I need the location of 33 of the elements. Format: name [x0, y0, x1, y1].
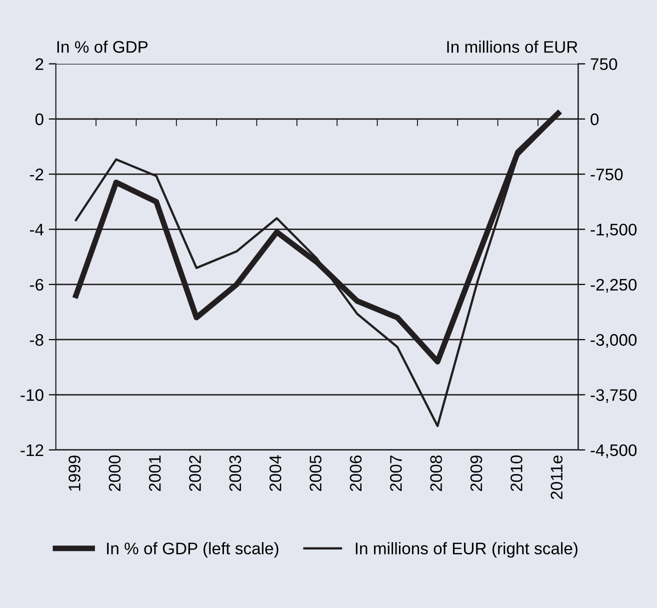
y-tick-label: -4 [30, 224, 44, 236]
legend-label: In millions of EUR (right scale) [356, 542, 578, 558]
y2-tick-label: -1,500 [590, 224, 637, 238]
x-tick-label: 2000 [108, 455, 121, 492]
x-tick-label: 2001 [148, 456, 161, 492]
x-tick-label: 2005 [310, 455, 322, 492]
y2-tick-label: 0 [590, 113, 599, 126]
y2-axis-title: In millions of EUR [447, 40, 578, 53]
x-tick-label: 2008 [430, 456, 442, 492]
x-tick-label: 2010 [510, 455, 522, 492]
y-tick-label: -12 [20, 444, 44, 456]
y2-tick-label: -750 [590, 168, 623, 180]
legend-label: In % of GDP (left scale) [107, 542, 278, 558]
x-tick-label: 2002 [189, 456, 201, 492]
y2-tick-label: -4,500 [590, 444, 637, 458]
x-tick-label: 2004 [269, 455, 282, 492]
y-tick-label: -8 [30, 334, 44, 346]
y2-tick-label: -2,250 [590, 278, 637, 293]
x-tick-label: 2011e [550, 456, 563, 500]
y2-tick-label: -3,000 [590, 334, 637, 348]
y2-tick-label: 750 [590, 58, 618, 70]
y-axis-title: In % of GDP [57, 40, 148, 53]
x-tick-label: 2009 [470, 456, 482, 492]
x-tick-label: 1999 [68, 456, 80, 491]
x-tick-label: 2006 [350, 456, 362, 492]
y-tick-label: -6 [30, 278, 44, 291]
y-tick-label: -2 [30, 168, 44, 180]
x-tick-label: 2003 [229, 456, 242, 492]
y-tick-label: 0 [35, 113, 44, 126]
y-tick-label: 2 [36, 58, 44, 70]
x-tick-label: 2007 [390, 456, 402, 492]
y-tick-label: -10 [20, 389, 44, 401]
y2-tick-label: -3,750 [590, 389, 637, 403]
